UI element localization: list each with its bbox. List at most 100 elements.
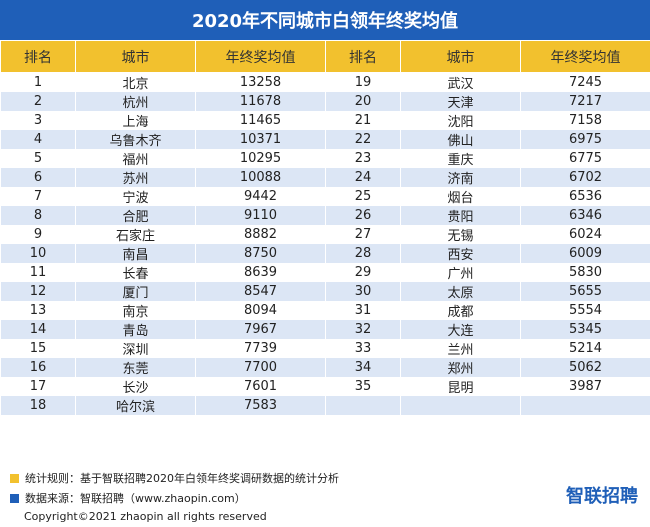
bonus-value-cell: 6775	[520, 149, 650, 168]
table-row: 15 深圳 7739 33 兰州 5214	[0, 339, 650, 358]
city-cell: 济南	[400, 168, 521, 187]
city-cell: 长沙	[75, 377, 196, 396]
rank-cell: 24	[325, 168, 401, 187]
column-header-city: 城市	[75, 40, 196, 73]
rank-cell: 17	[0, 377, 76, 396]
bonus-value-cell: 3987	[520, 377, 650, 396]
bonus-value-cell: 5062	[520, 358, 650, 377]
bonus-value-cell: 5214	[520, 339, 650, 358]
city-cell: 厦门	[75, 282, 196, 301]
city-cell: 乌鲁木齐	[75, 130, 196, 149]
rank-cell: 34	[325, 358, 401, 377]
city-cell: 杭州	[75, 92, 196, 111]
bonus-value-cell: 7245	[520, 72, 650, 92]
rank-cell: 27	[325, 225, 401, 244]
footer-note-rules: 统计规则：基于智联招聘2020年白领年终奖调研数据的统计分析	[10, 470, 339, 486]
table-row: 4 乌鲁木齐 10371 22 佛山 6975	[0, 130, 650, 149]
city-cell: 武汉	[400, 72, 521, 92]
rank-cell: 22	[325, 130, 401, 149]
bonus-value-cell: 11678	[195, 92, 326, 111]
city-cell: 广州	[400, 263, 521, 282]
table-row: 5 福州 10295 23 重庆 6775	[0, 149, 650, 168]
bonus-value-cell: 8547	[195, 282, 326, 301]
column-header-bonus: 年终奖均值	[520, 40, 650, 73]
city-cell: 哈尔滨	[75, 396, 196, 415]
rank-cell: 25	[325, 187, 401, 206]
city-cell: 成都	[400, 301, 521, 320]
bonus-value-cell: 6024	[520, 225, 650, 244]
rank-cell: 35	[325, 377, 401, 396]
city-cell: 东莞	[75, 358, 196, 377]
copyright-text: Copyright©2021 zhaopin all rights reserv…	[24, 510, 267, 523]
bonus-value-cell: 7967	[195, 320, 326, 339]
chart-title: 2020年不同城市白领年终奖均值	[0, 0, 650, 40]
rank-cell: 14	[0, 320, 76, 339]
city-cell: 上海	[75, 111, 196, 130]
table-header-row: 排名 城市 年终奖均值 排名 城市 年终奖均值	[0, 40, 650, 73]
ranking-table: 排名 城市 年终奖均值 排名 城市 年终奖均值 1 北京 13258 19 武汉 7245…	[0, 40, 650, 415]
table-row: 14 青岛 7967 32 大连 5345	[0, 320, 650, 339]
bonus-value-cell: 6346	[520, 206, 650, 225]
data-source-text: 数据来源：智联招聘（www.zhaopin.com）	[25, 492, 246, 505]
city-cell: 南昌	[75, 244, 196, 263]
city-cell: 深圳	[75, 339, 196, 358]
city-cell: 北京	[75, 72, 196, 92]
table-row: 12 厦门 8547 30 太原 5655	[0, 282, 650, 301]
rank-cell: 12	[0, 282, 76, 301]
rank-cell: 8	[0, 206, 76, 225]
city-cell: 重庆	[400, 149, 521, 168]
rank-cell: 1	[0, 72, 76, 92]
bonus-value-cell: 7601	[195, 377, 326, 396]
rank-cell	[325, 396, 401, 415]
bonus-value-cell	[520, 396, 650, 415]
rank-cell: 20	[325, 92, 401, 111]
table-row: 1 北京 13258 19 武汉 7245	[0, 72, 650, 92]
city-cell: 昆明	[400, 377, 521, 396]
bonus-value-cell: 7739	[195, 339, 326, 358]
rank-cell: 3	[0, 111, 76, 130]
bonus-value-cell: 5830	[520, 263, 650, 282]
city-cell: 沈阳	[400, 111, 521, 130]
rank-cell: 7	[0, 187, 76, 206]
bonus-value-cell: 8882	[195, 225, 326, 244]
city-cell: 兰州	[400, 339, 521, 358]
rank-cell: 28	[325, 244, 401, 263]
table-row: 7 宁波 9442 25 烟台 6536	[0, 187, 650, 206]
table-row: 2 杭州 11678 20 天津 7217	[0, 92, 650, 111]
rank-cell: 29	[325, 263, 401, 282]
city-cell: 石家庄	[75, 225, 196, 244]
rank-cell: 5	[0, 149, 76, 168]
city-cell: 合肥	[75, 206, 196, 225]
table-row: 13 南京 8094 31 成都 5554	[0, 301, 650, 320]
stat-rule-text: 统计规则：基于智联招聘2020年白领年终奖调研数据的统计分析	[25, 472, 339, 485]
city-cell: 苏州	[75, 168, 196, 187]
city-cell: 郑州	[400, 358, 521, 377]
bonus-value-cell: 6536	[520, 187, 650, 206]
city-cell: 南京	[75, 301, 196, 320]
rank-cell: 33	[325, 339, 401, 358]
city-cell: 天津	[400, 92, 521, 111]
rank-cell: 16	[0, 358, 76, 377]
bonus-value-cell: 8639	[195, 263, 326, 282]
bonus-value-cell: 7158	[520, 111, 650, 130]
city-cell: 贵阳	[400, 206, 521, 225]
table-row: 6 苏州 10088 24 济南 6702	[0, 168, 650, 187]
rank-cell: 9	[0, 225, 76, 244]
rank-cell: 2	[0, 92, 76, 111]
bonus-value-cell: 5345	[520, 320, 650, 339]
city-cell: 福州	[75, 149, 196, 168]
city-cell: 大连	[400, 320, 521, 339]
rank-cell: 31	[325, 301, 401, 320]
rank-cell: 13	[0, 301, 76, 320]
footer-note-source: 数据来源：智联招聘（www.zhaopin.com）	[10, 490, 246, 506]
rank-cell: 18	[0, 396, 76, 415]
rank-cell: 15	[0, 339, 76, 358]
bonus-value-cell: 8750	[195, 244, 326, 263]
bonus-value-cell: 7217	[520, 92, 650, 111]
column-header-rank: 排名	[0, 40, 76, 73]
city-cell	[400, 396, 521, 415]
table-row: 10 南昌 8750 28 西安 6009	[0, 244, 650, 263]
city-cell: 宁波	[75, 187, 196, 206]
yellow-square-icon	[10, 473, 19, 483]
bonus-value-cell: 9442	[195, 187, 326, 206]
